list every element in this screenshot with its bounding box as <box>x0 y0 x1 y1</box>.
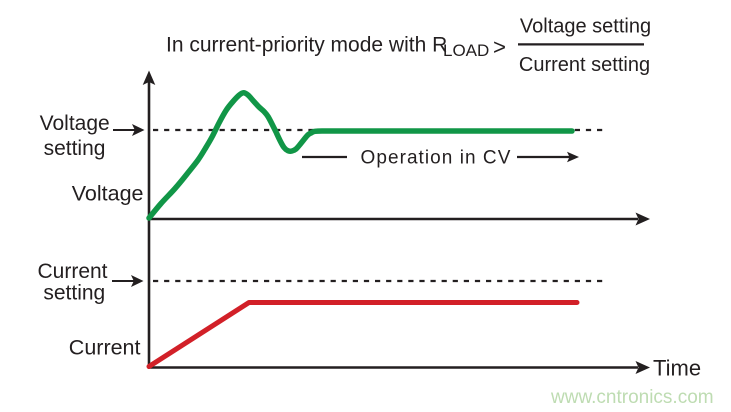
svg-text:www.cntronics.com: www.cntronics.com <box>550 387 714 408</box>
svg-text:Time: Time <box>653 356 701 381</box>
svg-text:>: > <box>493 34 506 59</box>
svg-text:setting: setting <box>43 282 105 305</box>
svg-text:Voltage: Voltage <box>40 112 110 135</box>
svg-text:setting: setting <box>44 137 106 160</box>
svg-text:Voltage setting: Voltage setting <box>520 16 651 38</box>
svg-text:Operation in CV: Operation in CV <box>361 147 512 168</box>
svg-text:Current: Current <box>37 260 107 283</box>
svg-text:LOAD: LOAD <box>443 41 489 60</box>
svg-text:Voltage: Voltage <box>72 182 144 206</box>
svg-text:Current: Current <box>69 336 141 360</box>
svg-text:Current setting: Current setting <box>519 54 650 76</box>
svg-text:In current-priority mode with: In current-priority mode with R <box>166 34 447 57</box>
